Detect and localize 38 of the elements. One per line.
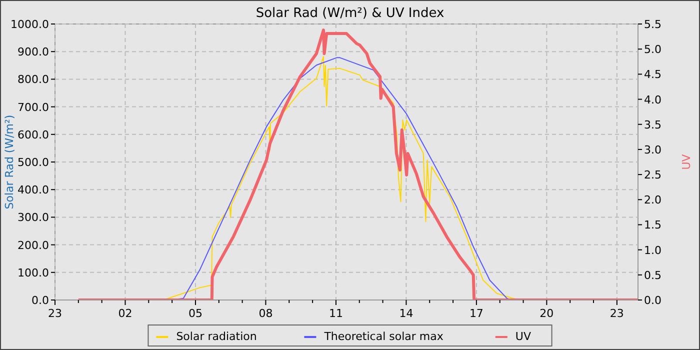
y2-tick-label: 5.0 xyxy=(644,43,662,56)
x-tick-label: 14 xyxy=(399,307,414,320)
legend-label: Theoretical solar max xyxy=(323,330,444,343)
y-tick-label: 700.0 xyxy=(18,100,49,114)
x-tick-label: 11 xyxy=(328,307,343,320)
y-tick-label: 800.0 xyxy=(18,73,49,86)
y2-tick-label: 0.0 xyxy=(644,294,662,307)
y-tick-label: 900.0 xyxy=(18,46,49,59)
x-tick-label: 20 xyxy=(540,307,554,320)
legend-label: Solar radiation xyxy=(176,330,257,343)
x-tick-label: 23 xyxy=(48,307,62,320)
y-tick-label: 200.0 xyxy=(18,238,49,252)
y2-axis-title: UV xyxy=(680,154,693,170)
y-tick-label: 400.0 xyxy=(18,184,49,197)
y2-tick-label: 1.0 xyxy=(644,244,662,257)
y-tick-label: 600.0 xyxy=(18,128,49,142)
y2-tick-label: 0.5 xyxy=(644,268,662,282)
x-tick-label: 23 xyxy=(610,307,624,320)
y-axis-title: Solar Rad (W/m²) xyxy=(3,114,16,210)
chart-title: Solar Rad (W/m²) & UV Index xyxy=(256,6,444,21)
y-tick-label: 500.0 xyxy=(18,156,49,169)
y-tick-label: 0.0 xyxy=(32,294,49,307)
y2-tick-label: 4.5 xyxy=(644,68,662,82)
y-tick-label: 100.0 xyxy=(18,266,49,280)
x-tick-label: 02 xyxy=(118,307,132,320)
y2-tick-label: 5.5 xyxy=(644,18,662,31)
legend-label: UV xyxy=(515,330,532,343)
y2-tick-label: 3.5 xyxy=(644,118,662,132)
y-tick-label: 1000.0 xyxy=(10,18,49,31)
y2-tick-label: 4.0 xyxy=(644,93,662,106)
y-tick-label: 300.0 xyxy=(18,211,49,224)
x-tick-label: 05 xyxy=(188,307,202,320)
y2-tick-label: 3.0 xyxy=(644,143,662,156)
x-tick-label: 08 xyxy=(258,307,273,320)
y2-tick-label: 2.5 xyxy=(644,168,662,182)
y2-tick-label: 1.5 xyxy=(644,218,662,232)
x-tick-label: 17 xyxy=(469,307,484,320)
y2-tick-label: 2.0 xyxy=(644,194,662,207)
